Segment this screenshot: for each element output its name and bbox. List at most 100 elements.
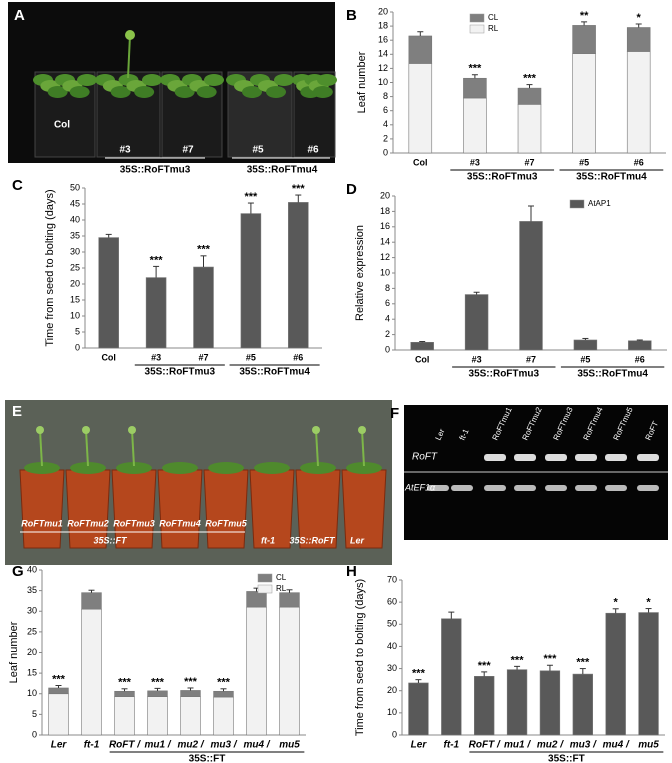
bar: [464, 294, 489, 351]
bar: [279, 592, 300, 608]
y-tick-label: 12: [380, 252, 390, 262]
significance: ***: [511, 654, 525, 666]
group-label: 35S::RoFTmu4: [577, 369, 648, 380]
y-tick-label: 16: [380, 221, 390, 231]
y-tick-label: 60: [387, 597, 397, 607]
x-tick-label: #5: [579, 157, 589, 167]
bar: [410, 341, 434, 351]
y-tick-label: 18: [380, 206, 390, 216]
bar: [145, 277, 167, 349]
bar: [572, 25, 596, 54]
y-tick-label: 0: [383, 147, 388, 157]
photo-shape: [127, 34, 131, 79]
photo-shape: [514, 454, 536, 461]
significance: ***: [217, 677, 231, 689]
panel-letter: B: [346, 7, 357, 24]
photo-label: RoFTmu5: [205, 518, 247, 528]
y-tick-label: 8: [383, 91, 388, 101]
bar: [180, 690, 201, 697]
y-tick-label: 8: [385, 283, 390, 293]
photo-shape: [82, 426, 90, 434]
significance: **: [580, 10, 589, 22]
x-tick-label: #7: [524, 157, 534, 167]
bar: [572, 53, 596, 154]
bar: [48, 693, 69, 736]
y-tick-label: 50: [70, 182, 80, 192]
photo-shape: [545, 485, 567, 491]
photo-shape: [575, 485, 597, 491]
group-label: 35S::RoFTmu3: [469, 369, 540, 380]
bar: [463, 97, 487, 154]
photo-shape: [208, 462, 244, 474]
photo-shape: [545, 454, 567, 461]
photo-shape: [605, 485, 627, 491]
x-tick-label: mu1 /: [144, 740, 171, 751]
photo-shape: [116, 462, 152, 474]
photo-shape: [254, 462, 290, 474]
photo-label: RoFTmu2: [67, 518, 109, 528]
y-tick-label: 10: [387, 707, 397, 717]
x-tick-label: #3: [472, 354, 482, 364]
legend-label: AtAP1: [588, 199, 611, 208]
significance: ***: [151, 676, 165, 688]
photo-shape: [266, 86, 286, 98]
x-tick-label: mu4 /: [603, 740, 630, 751]
photo-shape: [204, 74, 224, 86]
y-tick-label: 35: [70, 230, 80, 240]
panel-letter: A: [14, 7, 25, 24]
y-tick-label: 4: [383, 119, 388, 129]
y-tick-label: 15: [27, 668, 37, 678]
bar: [517, 87, 542, 105]
y-tick-label: 10: [27, 688, 37, 698]
x-tick-label: mu3 /: [570, 740, 597, 751]
y-tick-label: 5: [75, 326, 80, 336]
photo-shape: [484, 485, 506, 491]
x-tick-label: ft-1: [84, 740, 100, 751]
y-tick-label: 18: [378, 20, 388, 30]
y-axis-label: Leaf number: [356, 51, 368, 113]
y-tick-label: 16: [378, 35, 388, 45]
photo-label: RoFTmu3: [113, 518, 155, 528]
x-tick-label: #6: [635, 354, 645, 364]
legend-label: RL: [276, 584, 287, 593]
y-tick-label: 20: [27, 647, 37, 657]
y-tick-label: 4: [385, 314, 390, 324]
bar: [573, 339, 598, 351]
photo-shape: [315, 429, 319, 467]
photo-shape: [575, 454, 597, 461]
y-tick-label: 40: [387, 641, 397, 651]
photo-shape: [162, 462, 198, 474]
y-tick-label: 14: [380, 237, 390, 247]
photo-shape: [312, 86, 333, 98]
significance: ***: [468, 63, 482, 75]
bar: [240, 213, 262, 349]
x-tick-label: mu2 /: [537, 740, 564, 751]
x-tick-label: Col: [413, 157, 428, 167]
y-tick-label: 50: [387, 619, 397, 629]
significance: ***: [412, 668, 426, 680]
y-tick-label: 40: [27, 564, 37, 574]
legend-swatch: [469, 24, 485, 34]
photo-shape: [427, 485, 449, 491]
x-tick-label: ft-1: [444, 740, 460, 751]
photo-label: 35S::RoFTmu3: [120, 165, 191, 176]
significance: ***: [523, 73, 537, 85]
y-tick-label: 6: [383, 105, 388, 115]
photo-shape: [514, 485, 536, 491]
legend-label: CL: [488, 13, 499, 22]
y-tick-label: 45: [70, 198, 80, 208]
photo-shape: [47, 86, 68, 98]
bar: [48, 687, 69, 695]
y-tick-label: 30: [27, 606, 37, 616]
photo-shape: [142, 74, 162, 86]
photo-shape: [128, 426, 136, 434]
y-axis-label: Relative expression: [354, 225, 366, 321]
x-tick-label: RoFT /: [469, 740, 501, 751]
bar: [626, 51, 651, 154]
photo-label: 35S::FT: [93, 535, 128, 545]
significance: *: [614, 597, 619, 609]
significance: ***: [544, 653, 558, 665]
x-tick-label: Ler: [51, 740, 68, 751]
bar: [519, 221, 543, 351]
